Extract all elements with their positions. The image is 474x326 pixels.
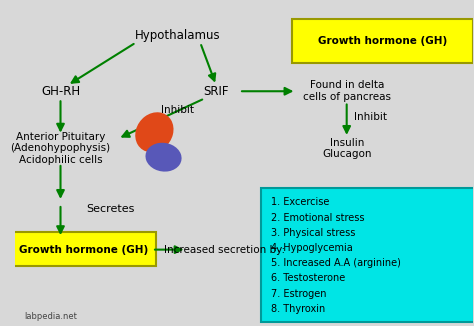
Text: Inhibit: Inhibit [161,105,194,115]
FancyBboxPatch shape [11,232,156,266]
Text: 6. Testosterone: 6. Testosterone [271,274,346,283]
Text: Anterior Pituitary
(Adenohypophysis)
Acidophilic cells: Anterior Pituitary (Adenohypophysis) Aci… [10,132,110,165]
Text: 1. Excercise: 1. Excercise [271,198,329,207]
Text: Inhibit: Inhibit [355,112,387,122]
Text: Insulin
Glucagon: Insulin Glucagon [322,138,372,159]
Text: 8. Thyroxin: 8. Thyroxin [271,304,325,314]
Text: Hypothalamus: Hypothalamus [135,29,220,42]
Text: 2. Emotional stress: 2. Emotional stress [271,213,365,223]
Text: Increased secretion by:: Increased secretion by: [164,244,285,255]
Text: 5. Increased A.A (arginine): 5. Increased A.A (arginine) [271,258,401,268]
Text: labpedia.net: labpedia.net [24,312,77,321]
Ellipse shape [135,112,173,152]
Ellipse shape [146,143,182,171]
Text: Secretes: Secretes [87,204,135,214]
Text: 4. Hypoglycemia: 4. Hypoglycemia [271,243,353,253]
Text: Growth hormone (GH): Growth hormone (GH) [19,244,148,255]
Text: GH-RH: GH-RH [41,85,80,98]
FancyBboxPatch shape [261,188,474,322]
Text: Growth hormone (GH): Growth hormone (GH) [318,36,447,46]
Text: Found in delta
cells of pancreas: Found in delta cells of pancreas [303,81,391,102]
Text: 3. Physical stress: 3. Physical stress [271,228,356,238]
Text: SRIF: SRIF [203,85,229,98]
FancyBboxPatch shape [292,19,473,63]
Text: 7. Estrogen: 7. Estrogen [271,289,327,299]
